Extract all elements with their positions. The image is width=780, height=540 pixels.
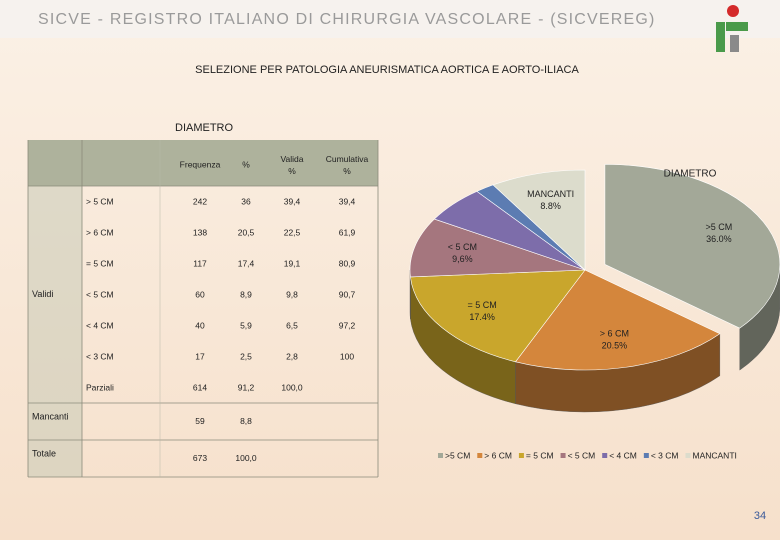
cell: 2,5 xyxy=(240,351,252,361)
legend-swatch xyxy=(560,453,566,458)
legend-label: < 4 CM xyxy=(609,450,637,460)
slice-category: > 6 CM xyxy=(600,328,629,338)
cell: 614 xyxy=(193,382,207,392)
cell: 61,9 xyxy=(339,227,356,237)
legend-label: < 3 CM xyxy=(651,450,679,460)
cell: 5,9 xyxy=(240,320,252,330)
pie-slice xyxy=(410,269,586,363)
slice-label: 20.5% xyxy=(602,340,628,350)
slice-category: = 5 CM xyxy=(468,300,497,310)
legend-label: > 6 CM xyxy=(484,450,512,460)
cell: 242 xyxy=(193,196,207,206)
cell: 22,5 xyxy=(284,227,301,237)
row-label: < 5 CM xyxy=(86,289,114,299)
cell: 2,8 xyxy=(286,351,298,361)
pie-slice xyxy=(514,269,721,371)
banner xyxy=(0,0,780,38)
cell: 100 xyxy=(340,351,354,361)
slice-category: < 5 CM xyxy=(448,242,477,252)
header-title: SICVE - REGISTRO ITALIANO DI CHIRURGIA V… xyxy=(38,11,656,28)
column-header: Cumulativa% xyxy=(326,154,369,176)
cell: 40 xyxy=(195,320,205,330)
legend-label: >5 CM xyxy=(445,450,470,460)
table-header-bg xyxy=(28,140,378,186)
slice-label: 9,6% xyxy=(452,254,473,264)
column-header: Frequenza xyxy=(180,159,221,169)
section-bg xyxy=(28,440,82,477)
cell: 8,9 xyxy=(240,289,252,299)
pie-chart: >5 CM 36.0% > 6 CM 20.5% = 5 CM 17.4% < 5 CM 9,… xyxy=(409,164,780,460)
legend-swatch xyxy=(438,453,443,458)
cell: 19,1 xyxy=(284,258,301,268)
cell: 8,8 xyxy=(240,416,252,426)
legend-swatch xyxy=(477,453,483,458)
cell: 80,9 xyxy=(339,258,356,268)
section-label: Mancanti xyxy=(32,411,69,421)
cell: 100,0 xyxy=(235,453,257,463)
cell: 97,2 xyxy=(339,320,356,330)
slice-label: 8.8% xyxy=(540,201,561,211)
cell: 39,4 xyxy=(284,196,301,206)
legend-label: MANCANTI xyxy=(692,450,736,460)
cell: 100,0 xyxy=(281,382,303,392)
cell: 39,4 xyxy=(339,196,356,206)
column-header: % xyxy=(242,159,250,169)
cell: 36 xyxy=(241,196,251,206)
cell: 20,5 xyxy=(238,227,255,237)
cell: 138 xyxy=(193,227,207,237)
pie-slice xyxy=(604,164,780,329)
row-label: = 5 CM xyxy=(86,258,114,268)
slice-category: >5 CM xyxy=(706,222,733,232)
section-bg xyxy=(28,403,82,440)
section-bg xyxy=(28,186,82,403)
legend-swatch xyxy=(518,453,524,458)
column-header: Valida% xyxy=(281,154,304,176)
section-label: DIAMETRO xyxy=(175,122,234,134)
section-label: Totale xyxy=(32,448,56,458)
logo xyxy=(716,5,748,52)
table: Frequenza% Valida % Cumulativa % Validi > 5 CM… xyxy=(27,140,379,478)
legend-swatch xyxy=(602,453,608,458)
slice-category: MANCANTI xyxy=(527,189,574,199)
cell: 6,5 xyxy=(286,320,298,330)
cell: 60 xyxy=(195,289,205,299)
row-label: < 3 CM xyxy=(86,351,114,361)
legend-swatch xyxy=(643,453,649,458)
pie-slice xyxy=(409,218,586,278)
slice-label: 17.4% xyxy=(469,312,495,322)
cell: 90,7 xyxy=(339,289,356,299)
cell: 9,8 xyxy=(286,289,298,299)
section-label: Validi xyxy=(32,289,53,299)
subtitle: SELEZIONE PER PATOLOGIA ANEURISMATICA AO… xyxy=(195,64,579,76)
slice-label: 36.0% xyxy=(706,234,732,244)
cell: 91,2 xyxy=(238,382,255,392)
page-number: 34 xyxy=(754,510,766,522)
pie-slice xyxy=(492,169,586,271)
cell: 17,4 xyxy=(238,258,255,268)
row-label: < 4 CM xyxy=(86,320,114,330)
cell: 673 xyxy=(193,453,207,463)
cell: 17 xyxy=(195,351,205,361)
cell: 59 xyxy=(195,416,205,426)
legend-label: < 5 CM xyxy=(568,450,596,460)
chart-title: DIAMETRO xyxy=(664,169,717,180)
row-label: > 6 CM xyxy=(86,227,114,237)
legend-swatch xyxy=(685,453,691,458)
row-label: Parziali xyxy=(86,382,114,392)
row-label: > 5 CM xyxy=(86,196,114,206)
legend-label: = 5 CM xyxy=(526,450,554,460)
cell: 117 xyxy=(193,258,207,268)
